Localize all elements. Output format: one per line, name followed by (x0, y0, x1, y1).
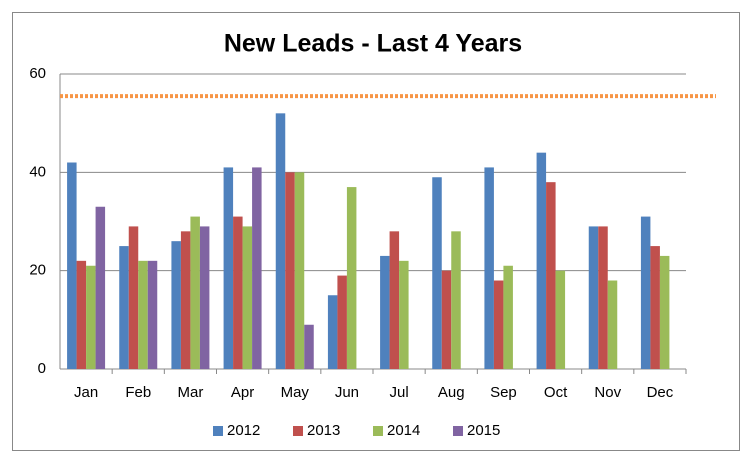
bar (275, 113, 286, 369)
bar (432, 177, 442, 369)
x-tick-label: Sep (490, 384, 517, 401)
bar (138, 260, 148, 369)
bar (304, 324, 314, 369)
x-tick-label: Apr (231, 384, 254, 401)
bar (555, 270, 566, 369)
y-tick-label: 20 (29, 262, 46, 279)
bar (588, 226, 599, 369)
x-tick-label: Jan (74, 384, 98, 401)
bar (327, 295, 338, 369)
bar (493, 280, 504, 369)
bar (546, 182, 556, 369)
legend-swatch (453, 426, 463, 436)
bar (659, 255, 670, 369)
bar (76, 260, 87, 369)
bar (607, 280, 618, 369)
y-tick-label: 40 (29, 163, 46, 180)
bar (128, 226, 139, 369)
bar (484, 167, 494, 369)
chart-frame (12, 12, 740, 451)
bar (294, 172, 305, 369)
legend-label: 2014 (387, 422, 420, 439)
legend-label: 2013 (307, 422, 340, 439)
x-tick-label: Mar (177, 384, 203, 401)
bar (67, 162, 77, 369)
bar (451, 231, 461, 369)
x-tick-label: Dec (647, 384, 674, 401)
legend-swatch (373, 426, 383, 436)
x-tick-label: Oct (544, 384, 568, 401)
x-tick-label: Jun (335, 384, 359, 401)
bar (86, 265, 96, 369)
bar (180, 231, 191, 369)
x-tick-label: Nov (594, 384, 621, 401)
bar (640, 216, 651, 369)
bar (399, 260, 409, 369)
bar (190, 216, 200, 369)
bar (233, 216, 243, 369)
legend-label: 2012 (227, 422, 260, 439)
bar (119, 246, 129, 369)
legend-swatch (293, 426, 303, 436)
bar (380, 255, 390, 369)
x-tick-label: Jul (389, 384, 408, 401)
legend-label: 2015 (467, 422, 500, 439)
x-tick-label: Feb (125, 384, 151, 401)
bar (337, 275, 347, 369)
bar (242, 226, 253, 369)
bar (199, 226, 210, 369)
bar (95, 206, 106, 369)
bar (147, 260, 158, 369)
y-tick-label: 60 (29, 65, 46, 82)
bar (536, 152, 547, 369)
bar (171, 241, 181, 369)
legend-swatch (213, 426, 223, 436)
bar (285, 172, 295, 369)
x-tick-label: May (281, 384, 310, 401)
bar (441, 270, 452, 369)
chart-title: New Leads - Last 4 Years (224, 30, 522, 58)
bar (503, 265, 513, 369)
bar (650, 246, 660, 369)
bar (252, 167, 262, 369)
bar (223, 167, 234, 369)
y-tick-label: 0 (38, 360, 46, 377)
bar (346, 187, 357, 369)
bar (598, 226, 608, 369)
x-tick-label: Aug (438, 384, 465, 401)
bar (389, 231, 400, 369)
